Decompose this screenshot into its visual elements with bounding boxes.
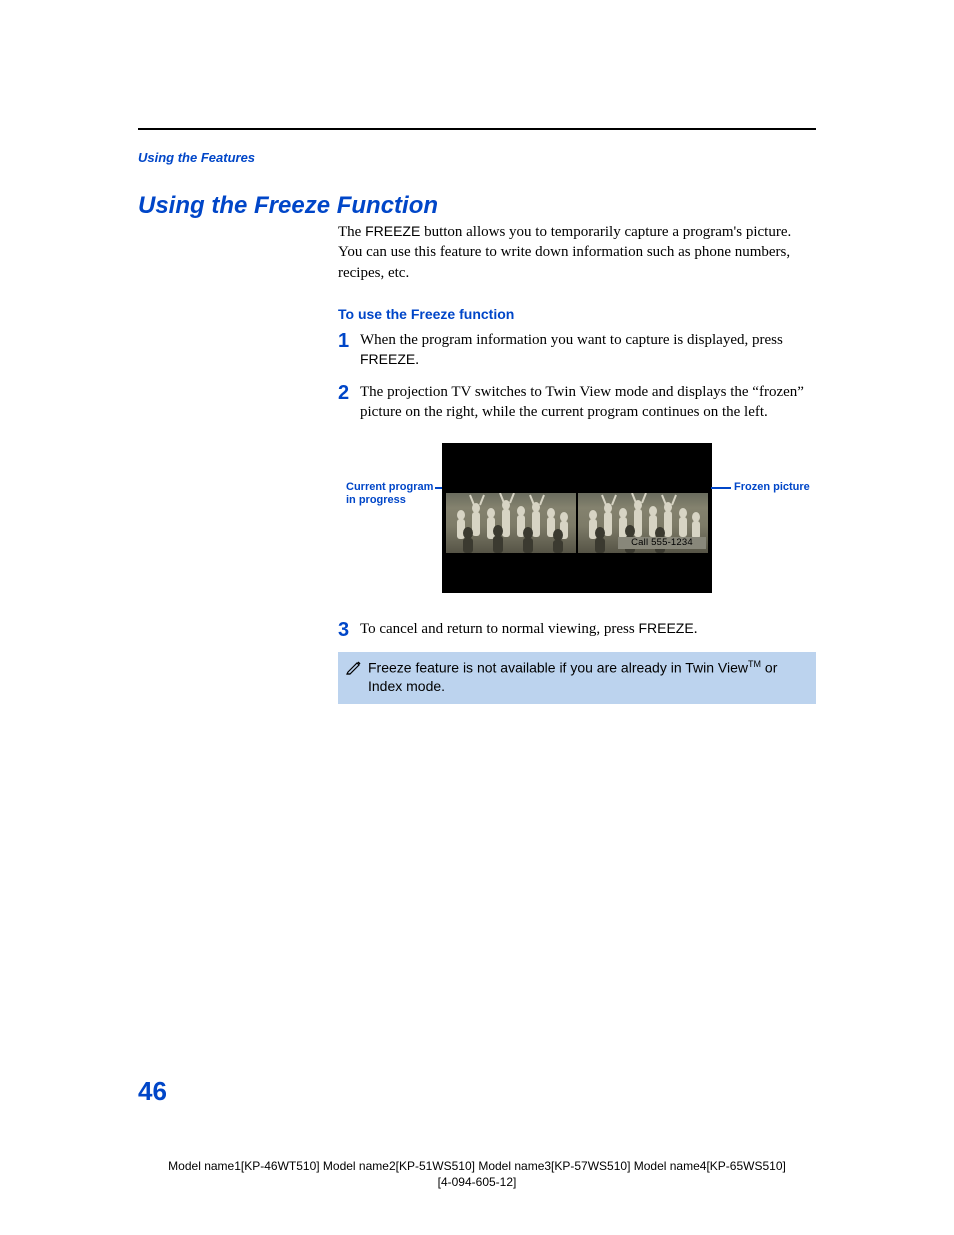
freeze-keyword: FREEZE (365, 223, 420, 239)
note-icon (346, 659, 364, 680)
call-strip: Call 555-1234 (618, 537, 706, 549)
twin-view-figure: Current program in progress (338, 435, 816, 605)
step-3-post: . (694, 621, 698, 637)
note-box: Freeze feature is not available if you a… (338, 652, 816, 704)
footer-line-1: Model name1[KP-46WT510] Model name2[KP-5… (0, 1159, 954, 1173)
crowd-illustration-left (446, 493, 576, 553)
note-text: Freeze feature is not available if you a… (368, 658, 808, 696)
intro-paragraph: The FREEZE button allows you to temporar… (338, 222, 816, 283)
tv-screen: Call 555-1234 (442, 443, 712, 593)
top-rule (138, 128, 816, 130)
step-3-text: To cancel and return to normal viewing, … (360, 619, 816, 639)
footer-line-2: [4-094-605-12] (0, 1175, 954, 1189)
intro-pre: The (338, 224, 365, 240)
left-caption-l2: in progress (346, 494, 406, 506)
subhead: To use the Freeze function (338, 305, 816, 324)
step-2: 2 The projection TV switches to Twin Vie… (338, 382, 816, 423)
left-caption-l1: Current program (346, 481, 433, 493)
page-number: 46 (138, 1076, 167, 1107)
right-caption: Frozen picture (734, 481, 810, 495)
page-title: Using the Freeze Function (138, 192, 438, 220)
step-1-pre: When the program information you want to… (360, 332, 783, 348)
step-3: 3 To cancel and return to normal viewing… (338, 619, 816, 640)
right-leader-line (711, 487, 731, 489)
step-3-number: 3 (338, 620, 360, 640)
note-tm: TM (748, 659, 761, 669)
left-caption: Current program in progress (346, 481, 438, 509)
body-column: The FREEZE button allows you to temporar… (338, 222, 816, 704)
step-1-text: When the program information you want to… (360, 330, 816, 371)
step-2-number: 2 (338, 383, 360, 403)
step-1-kw: FREEZE (360, 351, 415, 367)
step-3-kw: FREEZE (638, 620, 693, 636)
step-1-post: . (415, 352, 419, 368)
step-3-pre: To cancel and return to normal viewing, … (360, 621, 638, 637)
right-pane: Call 555-1234 (578, 493, 708, 553)
step-2-text: The projection TV switches to Twin View … (360, 382, 816, 423)
step-1-number: 1 (338, 331, 360, 351)
step-1: 1 When the program information you want … (338, 330, 816, 371)
section-label: Using the Features (138, 150, 255, 165)
left-pane (446, 493, 576, 553)
note-pre: Freeze feature is not available if you a… (368, 659, 748, 675)
